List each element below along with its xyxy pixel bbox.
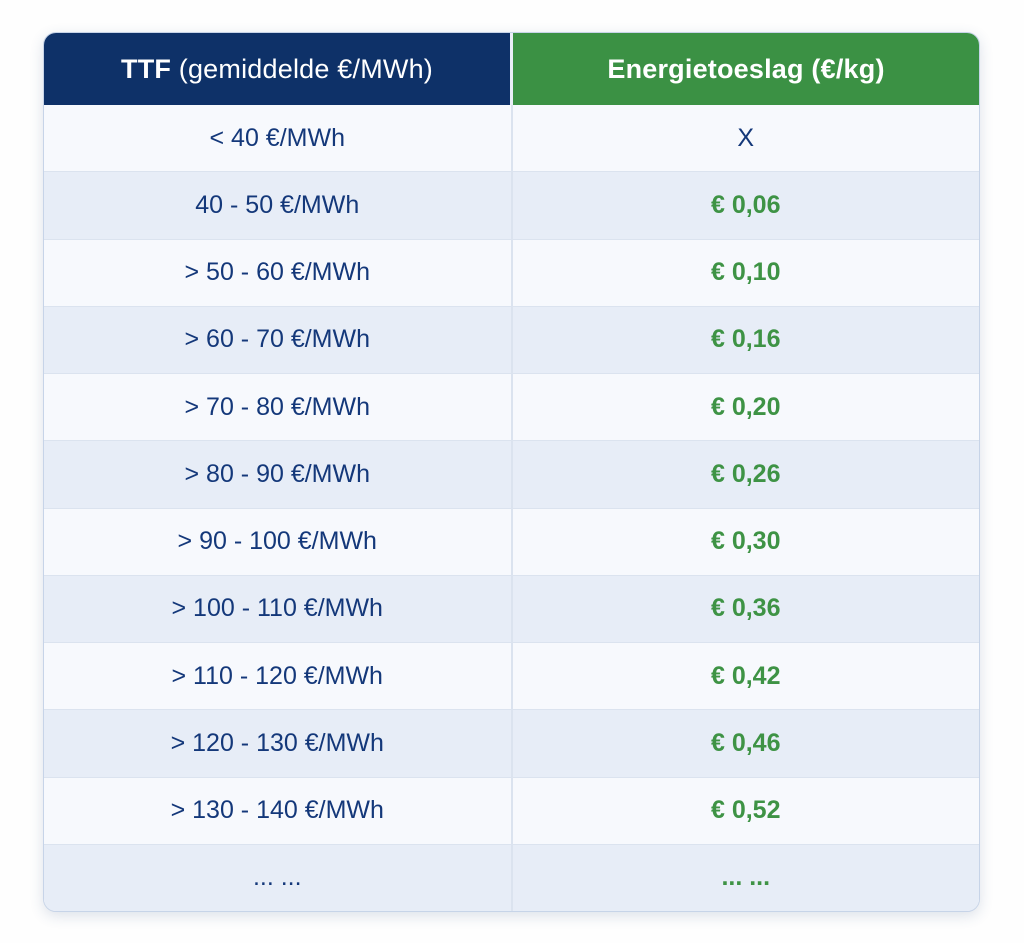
- toeslag-value-cell: € 0,52: [510, 777, 980, 844]
- toeslag-value-cell: € 0,06: [510, 172, 980, 239]
- ttf-range-cell: > 60 - 70 €/MWh: [184, 325, 371, 354]
- ttf-range-cell: > 80 - 90 €/MWh: [184, 459, 371, 488]
- toeslag-value-cell: € 0,10: [510, 239, 980, 306]
- toeslag-value-cell: € 0,42: [510, 643, 980, 710]
- table-row: > 100 - 110 €/MWh € 0,36: [44, 574, 980, 642]
- toeslag-value-cell: € 0,30: [510, 508, 980, 575]
- table-row: > 110 - 120 €/MWh € 0,42: [44, 642, 980, 710]
- toeslag-value-cell: X: [510, 105, 980, 172]
- table-body: < 40 €/MWh X 40 - 50 €/MWh € 0,06 > 50 -…: [44, 105, 979, 911]
- ttf-range-cell: > 100 - 110 €/MWh: [171, 594, 383, 623]
- ttf-range-cell: 40 - 50 €/MWh: [195, 190, 360, 219]
- column-header-energietoeslag-label: Energietoeslag (€/kg): [607, 53, 885, 84]
- toeslag-value-cell: € 0,36: [510, 575, 980, 642]
- column-header-ttf-unit: (gemiddelde €/MWh): [171, 53, 433, 84]
- table-row: 40 - 50 €/MWh € 0,06: [44, 171, 980, 239]
- table-row: > 50 - 60 €/MWh € 0,10: [44, 238, 980, 306]
- toeslag-value-cell: € 0,46: [510, 710, 980, 777]
- table-row: > 120 - 130 €/MWh € 0,46: [44, 709, 980, 777]
- table-row: > 70 - 80 €/MWh € 0,20: [44, 373, 980, 441]
- ttf-energietoeslag-table: TTF (gemiddelde €/MWh) Energietoeslag (€…: [43, 32, 980, 912]
- table-header-row: TTF (gemiddelde €/MWh) Energietoeslag (€…: [44, 33, 979, 105]
- table-row: > 130 - 140 €/MWh € 0,52: [44, 776, 980, 844]
- ttf-range-cell: > 110 - 120 €/MWh: [171, 661, 383, 690]
- toeslag-value-cell: € 0,20: [510, 374, 980, 441]
- ttf-range-cell: > 130 - 140 €/MWh: [170, 796, 384, 825]
- column-header-ttf: TTF (gemiddelde €/MWh): [44, 33, 510, 105]
- ttf-range-cell: > 50 - 60 €/MWh: [184, 258, 371, 287]
- table-row: > 90 - 100 €/MWh € 0,30: [44, 507, 980, 575]
- toeslag-value-cell: ... ...: [510, 844, 980, 911]
- table-row: > 80 - 90 €/MWh € 0,26: [44, 440, 980, 508]
- ttf-range-cell: > 70 - 80 €/MWh: [184, 392, 371, 421]
- toeslag-value-cell: € 0,16: [510, 306, 980, 373]
- ttf-range-cell: > 120 - 130 €/MWh: [170, 728, 384, 757]
- table-row: < 40 €/MWh X: [44, 105, 980, 172]
- table-row: ... ... ... ...: [44, 843, 980, 911]
- table-row: > 60 - 70 €/MWh € 0,16: [44, 305, 980, 373]
- ttf-range-cell: > 90 - 100 €/MWh: [177, 527, 377, 556]
- column-header-energietoeslag: Energietoeslag (€/kg): [510, 33, 979, 105]
- ttf-range-cell: ... ...: [252, 863, 302, 892]
- column-header-ttf-abbrev: TTF: [121, 53, 172, 84]
- ttf-range-cell: < 40 €/MWh: [209, 123, 345, 152]
- toeslag-value-cell: € 0,26: [510, 441, 980, 508]
